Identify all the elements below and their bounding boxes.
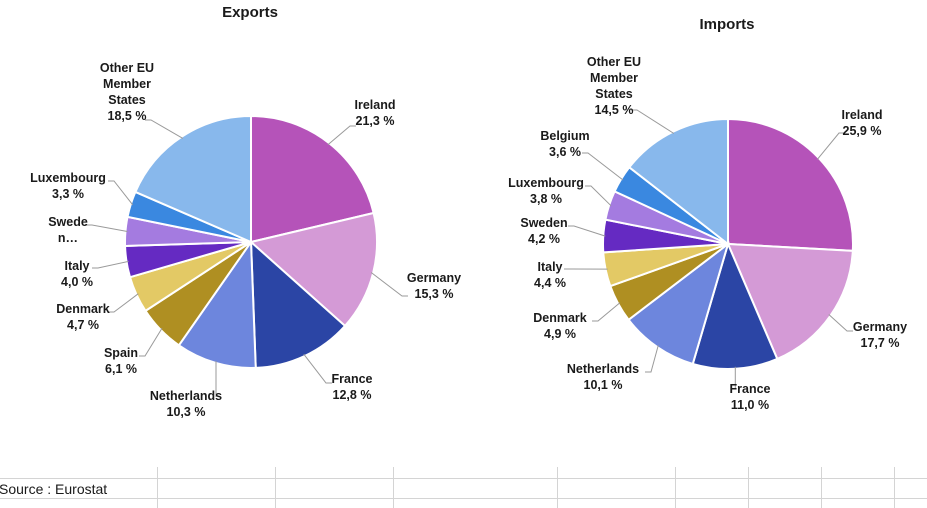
exports-leader-line-denmark [108,293,139,313]
exports-chart-title: Exports [222,4,278,21]
exports-leader-line-ireland [327,125,356,146]
exports-data-label-netherlands: Netherlands 10,3 % [150,389,222,419]
imports-data-label-other-eu-member-states: Other EU Member States 14,5 % [587,55,641,117]
exports-data-label-italy: Italy 4,0 % [61,259,93,289]
imports-data-label-sweden: Sweden 4,2 % [520,216,567,246]
grid-col-line [393,467,394,508]
imports-data-label-luxembourg: Luxembourg 3,8 % [508,176,584,206]
exports-leader-line-swede-n [86,224,128,232]
imports-data-label-italy: Italy 4,4 % [534,260,566,290]
imports-leader-line-germany [828,314,853,332]
exports-leader-line-other-eu-member-states [145,119,184,139]
imports-slice-other-eu-member-states [627,117,729,247]
exports-pie: Ireland 21,3 % Germany 15,3 % France 12,8 % Ne… [30,61,461,419]
imports-pie: Ireland 25,9 % Germany 17,7 % France 11,0 % Ne… [508,55,907,412]
exports-data-label-denmark: Denmark 4,7 % [56,302,110,332]
charts-canvas: Exports Imports Ireland 21,3 % Germany 15,3… [30,4,907,419]
imports-data-label-denmark: Denmark 4,9 % [533,311,587,341]
exports-leader-line-spain [139,328,163,357]
exports-data-label-ireland: Ireland 21,3 % [355,98,396,128]
grid-col-line [821,467,822,508]
exports-data-label-swede-n: Swede n… [48,215,88,245]
imports-data-label-belgium: Belgium 3,6 % [540,129,589,159]
imports-leader-line-luxembourg [585,185,612,207]
grid-col-line [275,467,276,508]
exports-slice-other-eu-member-states [134,114,252,244]
exports-data-label-france: France 12,8 % [332,372,373,402]
grid-col-line [748,467,749,508]
imports-leader-line-sweden [568,225,606,237]
imports-data-label-netherlands: Netherlands 10,1 % [567,362,639,392]
exports-data-label-other-eu-member-states: Other EU Member States 18,5 % [100,61,154,123]
imports-slice-netherlands [627,241,730,366]
grid-col-line [557,467,558,508]
exports-slice-germany [248,211,378,328]
exports-leader-line-france [303,353,332,384]
imports-leader-line-belgium [582,152,624,181]
exports-slice-netherlands [177,238,257,369]
grid-row-line [0,478,927,479]
imports-data-label-ireland: Ireland 25,9 % [842,108,883,138]
grid-col-line [675,467,676,508]
imports-leader-line-other-eu-member-states [631,109,675,134]
source-note[interactable]: Source : Eurostat [0,481,108,497]
grid-col-line [894,467,895,508]
exports-leader-line-italy [92,260,129,269]
exports-data-label-luxembourg: Luxembourg 3,3 % [30,171,106,201]
imports-leader-line-denmark [592,302,621,322]
imports-leader-line-ireland [816,132,845,160]
exports-leader-line-germany [370,272,408,297]
exports-leader-line-luxembourg [108,180,134,206]
imports-leader-line-netherlands [645,345,659,373]
exports-data-label-germany: Germany 15,3 % [407,271,461,301]
imports-data-label-germany: Germany 17,7 % [853,320,907,350]
imports-chart-title: Imports [699,16,754,33]
imports-data-label-france: France 11,0 % [730,382,771,412]
grid-col-line [157,467,158,508]
grid-row-line [0,498,927,499]
exports-data-label-spain: Spain 6,1 % [104,346,138,376]
spreadsheet-grid [0,467,927,508]
